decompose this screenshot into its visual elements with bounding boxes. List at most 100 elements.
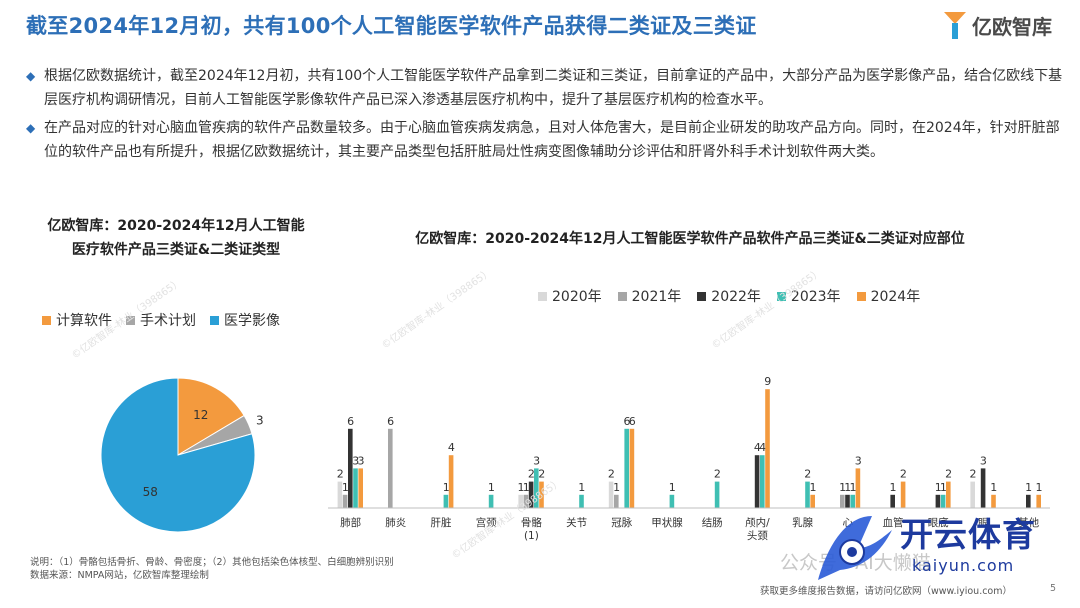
bar-value-label: 6 (387, 415, 394, 428)
brand-domain: kaiyun.com (912, 556, 1015, 575)
bar-value-label: 2 (608, 468, 615, 481)
category-label: 冠脉 (611, 516, 632, 529)
bar (669, 494, 675, 508)
category-label: 关节 (566, 516, 587, 529)
bar-value-label: 4 (759, 441, 766, 454)
bar-value-label: 2 (945, 468, 952, 481)
bar-value-label: 2 (337, 468, 344, 481)
pie-chart: 12 3 58 (100, 377, 264, 533)
bar-chart: 21633肺部6肺炎14肝脏1宫颈11232骨骼(1)1关节2166冠脉1甲状腺… (328, 375, 1050, 542)
bar-value-label: 1 (523, 481, 530, 494)
bar-value-label: 1 (443, 481, 450, 494)
footer-link[interactable]: 获取更多维度报告数据，请访问亿欧网（www.iyiou.com） (760, 586, 1013, 597)
pie-label: 58 (143, 485, 158, 499)
bar-value-label: 1 (935, 481, 942, 494)
bar (991, 494, 996, 508)
legend-swatch (617, 291, 627, 301)
bar-value-label: 1 (669, 481, 676, 494)
bar (614, 494, 619, 508)
category-label: (1) (524, 530, 539, 542)
bar (388, 428, 393, 508)
brand-swoosh-icon (818, 516, 892, 580)
bar (579, 494, 584, 508)
legend-label: 2021年 (631, 289, 682, 305)
category-label: 颅内/ (745, 516, 770, 529)
legend-swatch (538, 291, 547, 301)
footnote-line1: 说明：（1）骨骼包括骨折、骨龄、骨密度；（2）其他包括染色体核型、白细胞辨别识别 (30, 557, 394, 568)
bar (890, 494, 895, 508)
bullet-text: 在产品对应的针对心脑血管疾病的软件产品数量较多。由于心脑血管疾病发病急，且对人体… (44, 120, 1060, 160)
category-label: 宫颈 (476, 516, 497, 529)
bar (353, 468, 358, 508)
bar (754, 455, 760, 508)
bar (348, 428, 353, 508)
bar-value-label: 1 (850, 481, 857, 494)
bar-value-label: 1 (518, 481, 525, 494)
category-label: 肝脏 (431, 516, 452, 529)
pie-legend: 计算软件 手术计划 医学影像 (42, 310, 280, 330)
bar-value-label: 4 (754, 441, 761, 454)
legend-label: 2020年 (552, 289, 602, 305)
legend-label: 2022年 (711, 289, 761, 305)
bar (855, 468, 861, 508)
bar-value-label: 2 (804, 468, 811, 481)
bar-legend-item: 2022年 (697, 286, 761, 306)
bar (810, 494, 815, 508)
bar-value-label: 1 (1036, 481, 1043, 494)
legend-label: 医学影像 (224, 313, 280, 329)
category-label: 乳腺 (792, 516, 814, 529)
bar (1026, 494, 1031, 508)
bar (534, 468, 539, 508)
bar-value-label: 1 (578, 481, 585, 494)
page-title: 截至2024年12月初，共有100个人工智能医学软件产品获得二类证及三类证 (26, 14, 757, 38)
legend-swatch (210, 315, 219, 325)
bar-value-label: 3 (855, 454, 862, 467)
category-label: 其他 (1018, 516, 1039, 529)
brand-overlay: 开云体育 kaiyun.com (810, 508, 1072, 588)
bar-value-label: 1 (488, 481, 495, 494)
category-label: 眼 (978, 517, 989, 529)
bar-value-label: 9 (764, 375, 771, 388)
bullet-item: ◆ 在产品对应的针对心脑血管疾病的软件产品数量较多。由于心脑血管疾病发病急，且对… (26, 116, 1066, 164)
bar (608, 481, 614, 508)
category-label: 肺炎 (385, 517, 406, 529)
bar-value-label: 2 (900, 468, 907, 481)
footnote: 说明：（1）骨骼包括骨折、骨龄、骨密度；（2）其他包括染色体核型、白细胞辨别识别… (30, 556, 394, 582)
category-label: 血管 (883, 516, 904, 529)
bar (528, 481, 534, 508)
diamond-icon: ◆ (26, 121, 36, 135)
bar (900, 481, 906, 508)
legend-swatch (697, 291, 707, 301)
pie-label: 12 (193, 408, 208, 422)
bar (624, 428, 629, 508)
bar (980, 468, 986, 508)
yiou-logo-icon (944, 12, 966, 39)
legend-swatch (126, 315, 135, 325)
pie-legend-item: 医学影像 (210, 310, 280, 330)
pie-chart-title: 亿欧智库：2020-2024年12月人工智能 医疗软件产品三类证&二类证类型 (20, 214, 332, 262)
diamond-icon: ◆ (26, 69, 36, 83)
bullet-list: ◆ 根据亿欧数据统计，截至2024年12月初，共有100个人工智能医学软件产品拿… (26, 64, 1066, 168)
legend-swatch (42, 315, 51, 325)
bar (523, 494, 529, 508)
bar (940, 494, 946, 508)
bar (518, 494, 523, 508)
bar-value-label: 1 (890, 481, 897, 494)
bar-value-label: 1 (613, 481, 620, 494)
legend-label: 2023年 (790, 289, 841, 305)
bar-value-label: 3 (352, 454, 359, 467)
bar-value-label: 2 (538, 468, 545, 481)
bar-value-label: 1 (342, 481, 349, 494)
category-label: 骨骼 (521, 516, 542, 529)
bar-value-label: 2 (714, 468, 721, 481)
brand-name: 开云体育 (900, 515, 1036, 554)
bar-chart-title: 亿欧智库：2020-2024年12月人工智能医学软件产品软件产品三类证&二类证对… (415, 231, 965, 247)
bar-value-label: 3 (980, 454, 987, 467)
bar-value-label: 6 (347, 415, 354, 428)
bar (443, 494, 449, 508)
bar (358, 468, 363, 508)
bar-value-label: 1 (810, 481, 817, 494)
bar-value-label: 6 (629, 415, 636, 428)
legend-swatch (856, 291, 866, 301)
bar (1036, 494, 1041, 508)
